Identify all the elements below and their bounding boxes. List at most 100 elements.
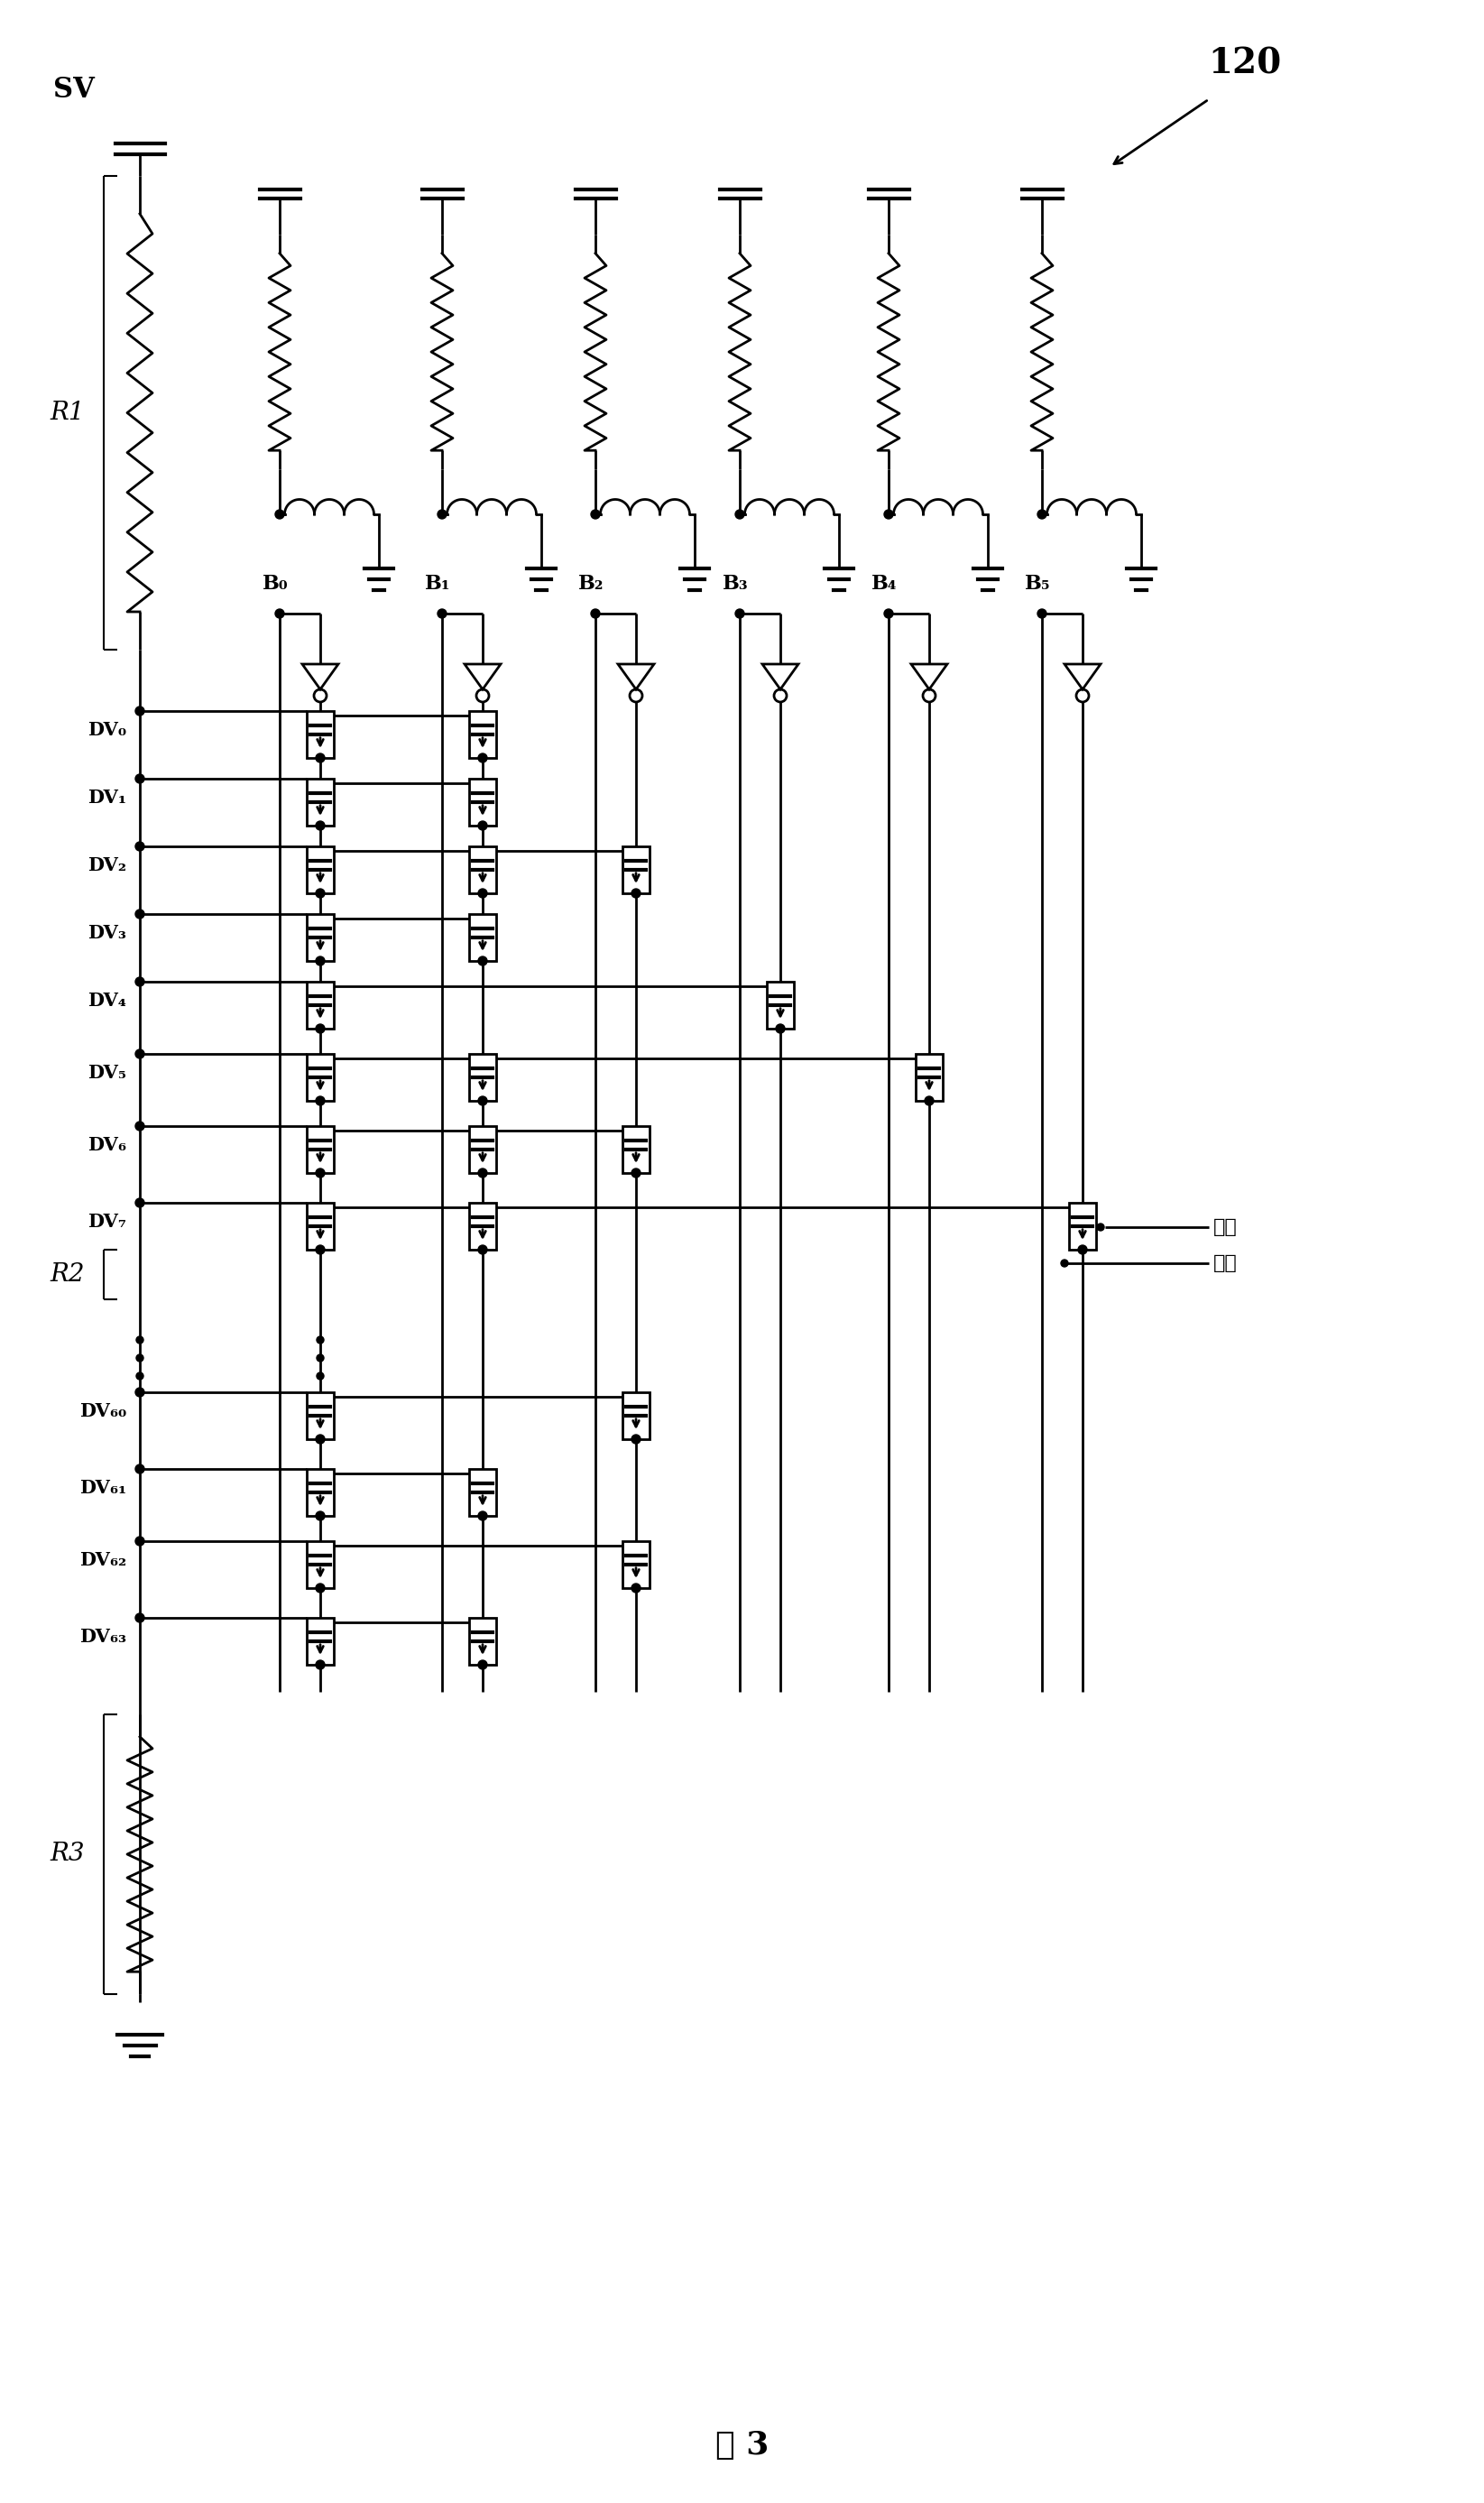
Circle shape (1037, 511, 1046, 518)
Text: B₁: B₁ (424, 573, 451, 593)
Bar (622, 846, 650, 894)
Text: 分压: 分压 (1214, 1254, 1238, 1272)
Circle shape (316, 1096, 325, 1106)
Text: DV₆₀: DV₆₀ (79, 1402, 126, 1419)
Circle shape (316, 956, 325, 966)
Bar (307, 1617, 334, 1664)
Bar (307, 1469, 334, 1517)
Text: 第一: 第一 (1214, 1219, 1238, 1236)
Text: DV₆₂: DV₆₂ (79, 1552, 126, 1569)
Text: 图 3: 图 3 (715, 2430, 769, 2460)
Text: R3: R3 (50, 1842, 85, 1867)
Circle shape (776, 1024, 785, 1034)
Circle shape (316, 1372, 324, 1379)
Circle shape (478, 1659, 487, 1670)
Bar (307, 1126, 334, 1174)
Text: DV₆₃: DV₆₃ (79, 1627, 126, 1647)
Bar (622, 1542, 650, 1587)
Circle shape (135, 773, 144, 783)
Bar (767, 981, 794, 1029)
Circle shape (735, 511, 745, 518)
Circle shape (884, 511, 893, 518)
Circle shape (316, 753, 325, 763)
Text: DV₀: DV₀ (88, 721, 126, 738)
Bar (307, 1542, 334, 1587)
Circle shape (478, 753, 487, 763)
Circle shape (884, 608, 893, 618)
Circle shape (135, 706, 144, 716)
Circle shape (316, 1169, 325, 1176)
Circle shape (632, 1169, 641, 1176)
Bar (469, 914, 496, 961)
Circle shape (275, 608, 283, 618)
Circle shape (1037, 608, 1046, 618)
Text: DV₆: DV₆ (88, 1136, 126, 1154)
Bar (307, 1204, 334, 1249)
Bar (469, 1469, 496, 1517)
Circle shape (1061, 1259, 1068, 1267)
Text: R2: R2 (50, 1262, 85, 1287)
Circle shape (316, 1584, 325, 1592)
Circle shape (478, 1169, 487, 1176)
Text: B₃: B₃ (723, 573, 748, 593)
Circle shape (135, 909, 144, 919)
Bar (307, 1392, 334, 1439)
Circle shape (478, 1512, 487, 1519)
Bar (916, 1054, 942, 1101)
Bar (622, 1392, 650, 1439)
Text: B₀: B₀ (263, 573, 288, 593)
Circle shape (137, 1372, 144, 1379)
Circle shape (478, 1244, 487, 1254)
Text: B₅: B₅ (1024, 573, 1051, 593)
Text: DV₁: DV₁ (88, 788, 126, 806)
Bar (469, 1204, 496, 1249)
Circle shape (1077, 1244, 1088, 1254)
Circle shape (478, 1096, 487, 1106)
Circle shape (632, 1584, 641, 1592)
Text: SV: SV (53, 75, 95, 105)
Circle shape (735, 608, 745, 618)
Bar (622, 1126, 650, 1174)
Circle shape (135, 1199, 144, 1206)
Circle shape (316, 1337, 324, 1344)
Text: DV₇: DV₇ (88, 1211, 126, 1231)
Circle shape (316, 1434, 325, 1444)
Circle shape (591, 608, 600, 618)
Bar (307, 711, 334, 758)
Text: DV₆₁: DV₆₁ (79, 1479, 126, 1497)
Bar (307, 778, 334, 826)
Text: DV₅: DV₅ (88, 1064, 126, 1081)
Circle shape (135, 1121, 144, 1131)
Circle shape (316, 1024, 325, 1034)
Bar (307, 846, 334, 894)
Circle shape (135, 1049, 144, 1059)
Bar (1068, 1204, 1097, 1249)
Circle shape (438, 511, 447, 518)
Circle shape (137, 1354, 144, 1362)
Circle shape (632, 1434, 641, 1444)
Circle shape (316, 1659, 325, 1670)
Circle shape (478, 889, 487, 899)
Circle shape (316, 821, 325, 831)
Circle shape (478, 821, 487, 831)
Bar (307, 1054, 334, 1101)
Bar (307, 914, 334, 961)
Text: DV₂: DV₂ (88, 856, 126, 874)
Circle shape (135, 1614, 144, 1622)
Circle shape (137, 1337, 144, 1344)
Circle shape (478, 956, 487, 966)
Circle shape (438, 608, 447, 618)
Bar (469, 846, 496, 894)
Circle shape (316, 1512, 325, 1519)
Bar (469, 1054, 496, 1101)
Circle shape (135, 1387, 144, 1397)
Circle shape (275, 511, 283, 518)
Circle shape (135, 841, 144, 851)
Circle shape (135, 1464, 144, 1474)
Text: R1: R1 (50, 400, 85, 426)
Text: DV₃: DV₃ (88, 924, 126, 941)
Bar (469, 711, 496, 758)
Text: B₂: B₂ (579, 573, 604, 593)
Circle shape (135, 976, 144, 986)
Bar (469, 1126, 496, 1174)
